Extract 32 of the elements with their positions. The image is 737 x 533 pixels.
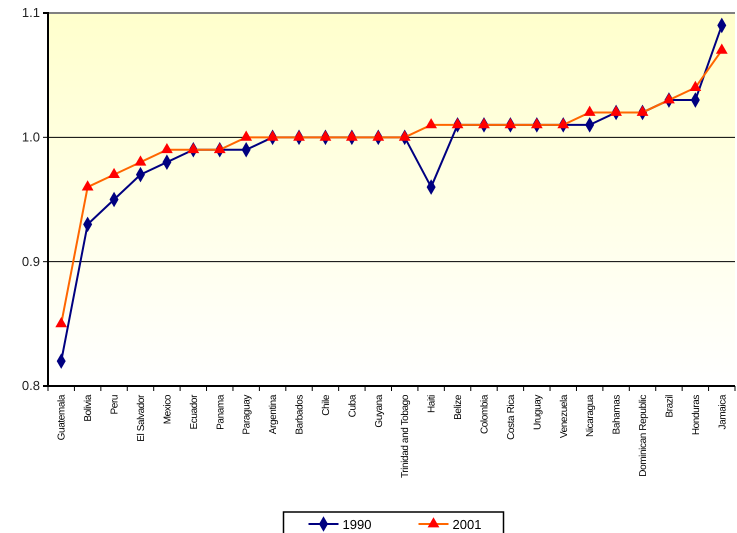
y-tick-label: 1.0	[22, 129, 40, 144]
x-tick-label: Belize	[453, 394, 464, 420]
x-tick-label: Ecuador	[188, 394, 200, 430]
x-tick-label: Uruguay	[532, 394, 544, 430]
x-tick-label: Bahamas	[612, 394, 623, 434]
x-tick-label: Mexico	[162, 394, 174, 424]
x-tick-label: Chile	[320, 394, 332, 416]
x-tick-label: Paraguay	[242, 394, 253, 435]
x-tick-label: Brazil	[664, 394, 676, 418]
x-tick-label: Venezuela	[558, 394, 570, 438]
x-tick-label: Costa Rica	[506, 394, 517, 440]
x-tick-label: Jamaica	[717, 394, 728, 430]
y-tick-label: 0.9	[22, 254, 40, 269]
x-tick-label: Guatemala	[56, 394, 68, 440]
y-tick-label: 1.1	[22, 5, 40, 20]
x-tick-label: Argentina	[268, 394, 280, 434]
x-tick-label: Dominican Republic	[638, 394, 650, 477]
x-tick-label: Haiti	[426, 394, 438, 414]
x-tick-label: Honduras	[690, 394, 702, 436]
legend-label: 1990	[342, 517, 372, 532]
x-tick-label: Barbados	[294, 394, 306, 435]
x-tick-label: Trinidad and Tobago	[400, 394, 412, 478]
x-tick-label: Nicaragua	[585, 394, 596, 437]
x-tick-label: Bolivia	[83, 394, 94, 422]
x-tick-label: El Salvador	[136, 394, 147, 442]
x-tick-label: Colombia	[479, 394, 490, 434]
x-tick-label: Panama	[215, 394, 226, 430]
y-tick-label: 0.8	[22, 378, 40, 394]
x-tick-label: Cuba	[347, 394, 358, 418]
x-tick-label: Peru	[110, 395, 121, 415]
legend-label: 2001	[452, 517, 482, 532]
x-tick-label: Guyana	[374, 394, 385, 428]
